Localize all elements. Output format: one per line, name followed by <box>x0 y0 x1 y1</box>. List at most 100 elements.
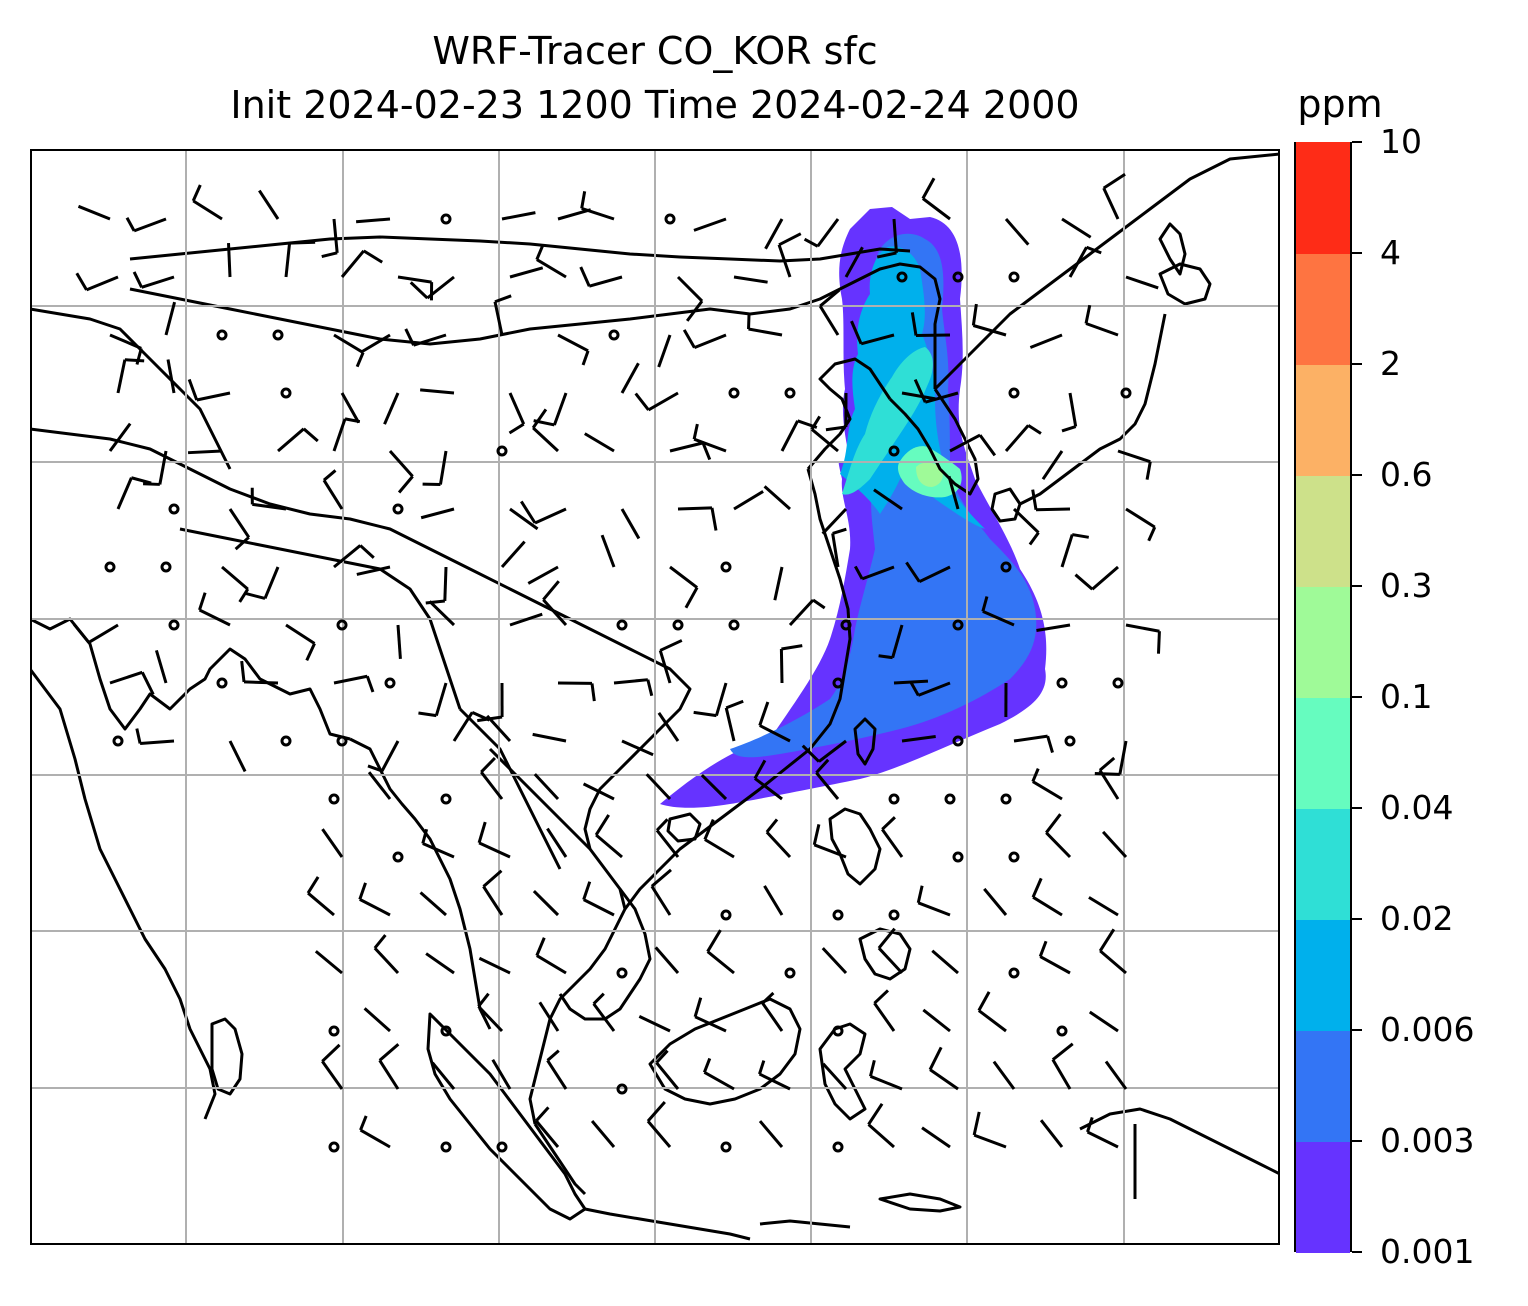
wind-barb-flag <box>753 759 767 780</box>
wind-barb-flag <box>854 565 864 580</box>
wind-barb-flag <box>245 592 266 600</box>
wind-barb-shaft <box>620 508 641 540</box>
calm-wind-circle <box>720 909 732 921</box>
wind-barb-shaft <box>367 771 392 800</box>
colorbar-tick-label: 10 <box>1380 122 1422 161</box>
wind-barb-shaft <box>509 266 544 279</box>
calm-wind-circle <box>1008 271 1020 283</box>
wind-barb-flag <box>878 654 893 660</box>
coastline-malay-peninsula <box>533 1123 587 1196</box>
wind-barb-shaft <box>655 1061 680 1090</box>
wind-barb-flag <box>425 599 445 605</box>
calm-wind-circle <box>280 387 292 399</box>
wind-barb-flag <box>355 351 365 368</box>
calm-wind-circle <box>888 445 900 457</box>
wind-barb-shaft <box>748 327 783 337</box>
wind-barb-flag <box>1102 173 1126 190</box>
wind-barb-shaft <box>816 218 840 248</box>
coastline-timor <box>878 1192 962 1213</box>
wind-barb-flag <box>1074 573 1094 591</box>
wind-barb-shaft <box>915 333 951 338</box>
wind-barb-flag <box>365 675 375 693</box>
wind-barb-shaft <box>536 954 567 975</box>
wind-barb-shaft <box>538 1001 560 1032</box>
wind-barb-shaft <box>704 838 735 859</box>
wind-barb-shaft <box>1045 831 1072 859</box>
wind-barb-shaft <box>1068 246 1088 278</box>
wind-barb-shaft <box>1039 955 1071 975</box>
wind-barb-shaft <box>657 334 672 368</box>
wind-barb-shaft <box>443 566 448 602</box>
wind-barb-shaft <box>1099 949 1127 975</box>
wind-barb-shaft <box>929 1068 959 1091</box>
wind-barb-shaft <box>482 885 504 916</box>
border-indochina <box>458 707 562 870</box>
wind-barb-shaft <box>491 1058 512 1090</box>
wind-barb-flag <box>1031 877 1043 898</box>
wind-barb-shaft <box>972 324 1007 337</box>
wind-barb-shaft <box>861 565 895 581</box>
wind-barb-shaft <box>546 1059 568 1090</box>
wind-barb-shaft <box>777 244 792 278</box>
wind-barb-flag <box>359 544 375 559</box>
colorbar-tick <box>1352 1029 1362 1031</box>
wind-barb-shaft <box>192 199 223 221</box>
coastline-korea <box>888 388 980 496</box>
colorbar-segment <box>1296 475 1350 587</box>
wind-barb-flag <box>359 1115 368 1131</box>
wind-barb-shaft <box>501 211 536 221</box>
wind-barb-flag <box>876 251 897 259</box>
map-panel <box>30 149 1280 1245</box>
wind-barb-shaft <box>508 392 526 425</box>
wind-barb-shaft <box>536 258 567 279</box>
wind-barb-shaft <box>533 773 560 801</box>
wind-barbs <box>72 173 1161 1153</box>
wind-barb-shaft <box>359 898 391 917</box>
wind-barb-flag <box>693 997 703 1018</box>
wind-barb-shaft <box>931 949 959 975</box>
wind-barb-shaft <box>321 828 344 858</box>
wind-barb-shaft <box>584 432 615 453</box>
wind-barb-flag <box>702 1057 712 1073</box>
wind-barb-shaft <box>1091 565 1119 591</box>
wind-barb-shaft <box>542 598 568 627</box>
wind-barb-shaft <box>877 947 904 975</box>
wind-barb-flag <box>1147 526 1157 542</box>
colorbar-segment <box>1296 1141 1350 1253</box>
wind-barb-shaft <box>431 1061 456 1090</box>
wind-barb-shaft <box>901 735 936 743</box>
wind-barb-shaft <box>425 952 455 975</box>
colorbar-tick-label: 0.3 <box>1380 566 1433 605</box>
wind-barb-flag <box>803 237 819 248</box>
coastline-indochina <box>488 747 627 1125</box>
wind-barb-shaft <box>765 831 792 859</box>
wind-barb-shaft <box>388 450 414 478</box>
wind-barb-shaft <box>821 507 848 535</box>
colorbar-tick-label: 0.02 <box>1380 899 1454 938</box>
wind-barb-flag <box>344 417 361 424</box>
colorbar-tick <box>1352 252 1362 254</box>
wind-barb-flag <box>981 596 989 612</box>
wind-barb-shaft <box>676 275 704 303</box>
wind-barb-flag <box>819 288 841 308</box>
wind-barb-flag <box>692 423 699 440</box>
wind-barb-shaft <box>243 680 279 685</box>
wind-barb-flag <box>580 191 587 209</box>
colorbar-tick <box>1352 807 1362 809</box>
calm-wind-circle <box>832 677 844 689</box>
calm-wind-circle <box>784 967 796 979</box>
wind-barb-flag <box>1145 461 1152 480</box>
wind-barb-shaft <box>228 508 251 539</box>
wind-barb-shaft <box>818 305 840 336</box>
calm-wind-circle <box>328 793 340 805</box>
wind-barb-shaft <box>693 333 727 350</box>
calm-wind-circle <box>336 735 348 747</box>
wind-barb-shaft <box>761 1002 784 1032</box>
wind-barb-shaft <box>88 623 119 644</box>
wind-barb-flag <box>765 818 779 834</box>
calm-wind-circle <box>392 851 404 863</box>
wind-barb-shaft <box>546 827 568 858</box>
wind-barb-flag <box>482 869 503 888</box>
wind-barb-shaft <box>773 566 784 601</box>
wind-barb-shaft <box>646 1120 672 1148</box>
